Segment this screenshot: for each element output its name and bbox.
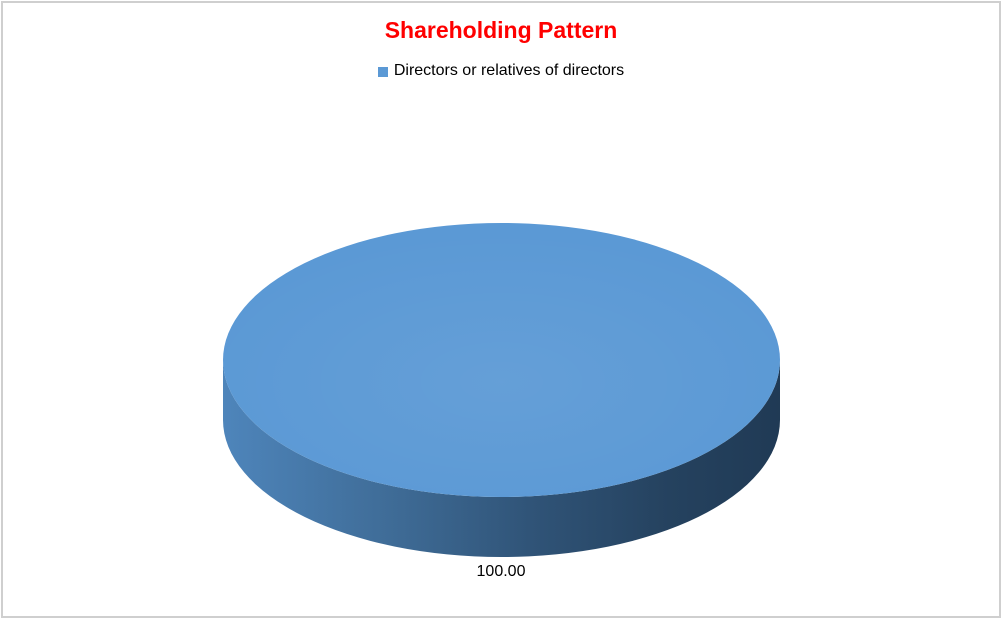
legend-marker-icon [377, 66, 388, 77]
legend-label: Directors or relatives of directors [393, 62, 625, 79]
legend: Directors or relatives of directors [0, 63, 1002, 80]
pie-data-label: 100.00 [476, 563, 526, 580]
pie-top-highlight [223, 223, 780, 497]
pie-slice-side [223, 360, 781, 557]
chart-title: Shareholding Pattern [384, 17, 618, 43]
